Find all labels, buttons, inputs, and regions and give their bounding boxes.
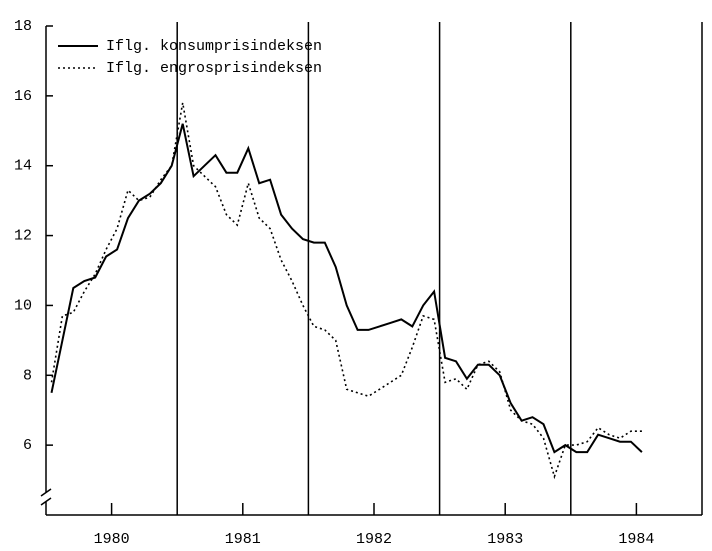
y-tick-label: 10 <box>14 297 32 314</box>
y-tick-label: 18 <box>14 18 32 35</box>
legend-label: Iflg. konsumprisindeksen <box>106 38 322 55</box>
y-tick-label: 14 <box>14 158 32 175</box>
x-tick-label: 1983 <box>487 531 523 548</box>
x-tick-label: 1984 <box>618 531 654 548</box>
y-tick-label: 16 <box>14 88 32 105</box>
axis-break <box>40 488 52 497</box>
series-line <box>50 102 642 480</box>
y-tick-label: 6 <box>23 437 32 454</box>
legend-label: Iflg. engrosprisindeksen <box>106 60 322 77</box>
x-tick-label: 1982 <box>356 531 392 548</box>
y-tick-label: 12 <box>14 228 32 245</box>
x-tick-label: 1980 <box>94 531 130 548</box>
axis-break <box>40 497 52 506</box>
y-tick-label: 8 <box>23 367 32 384</box>
x-tick-label: 1981 <box>225 531 261 548</box>
series-line <box>50 123 643 454</box>
